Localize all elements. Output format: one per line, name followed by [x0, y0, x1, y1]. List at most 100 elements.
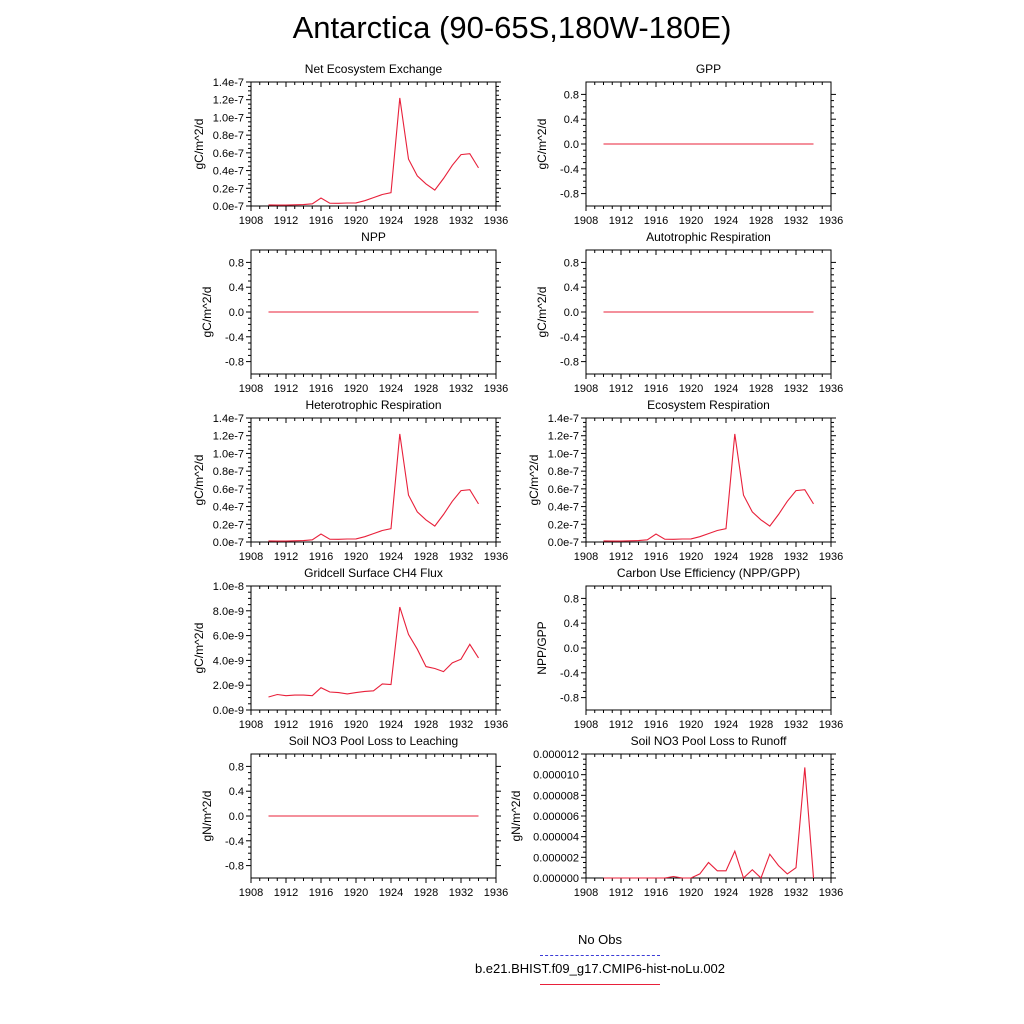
legend-obs-line — [540, 955, 660, 956]
x-tick-label: 1924 — [379, 887, 403, 899]
panel-title: Heterotrophic Respiration — [305, 398, 441, 412]
x-tick-label: 1928 — [749, 215, 773, 227]
y-axis-label: gC/m^2/d — [535, 287, 549, 338]
panel-10: 1908 1912 1916 1920 1924 1928 1932 1936 0.000000… — [509, 734, 843, 899]
x-tick-label: 1912 — [274, 551, 298, 563]
y-tick-label: -0.8 — [225, 357, 244, 369]
y-tick-label: 2.0e-9 — [213, 680, 244, 692]
x-tick-label: 1928 — [749, 551, 773, 563]
y-tick-label: 0.4 — [564, 618, 579, 630]
panel-4: 1908 1912 1916 1920 1924 1928 1932 1936 -0.8 -0.4… — [535, 230, 843, 395]
y-axis-label: gC/m^2/d — [200, 287, 214, 338]
y-tick-label: 0.000004 — [533, 832, 579, 844]
x-tick-label: 1924 — [379, 551, 403, 563]
x-tick-label: 1932 — [449, 215, 473, 227]
y-tick-label: 1.2e-7 — [213, 95, 244, 107]
series-line — [603, 433, 814, 542]
x-tick-label: 1932 — [449, 887, 473, 899]
x-tick-label: 1924 — [379, 215, 403, 227]
x-tick-label: 1912 — [609, 551, 633, 563]
y-tick-label: -0.8 — [560, 693, 579, 705]
y-tick-label: 0.0e-7 — [213, 201, 244, 213]
y-tick-label: 0.6e-7 — [548, 484, 579, 496]
y-tick-label: -0.4 — [560, 668, 579, 680]
y-axis-label: gC/m^2/d — [535, 119, 549, 170]
x-tick-label: 1936 — [819, 887, 843, 899]
series-line — [268, 606, 479, 698]
x-tick-label: 1912 — [274, 383, 298, 395]
x-tick-label: 1920 — [679, 383, 703, 395]
y-tick-label: 0.8e-7 — [213, 466, 244, 478]
y-tick-label: 0.8e-7 — [548, 466, 579, 478]
y-tick-label: 0.000010 — [533, 770, 579, 782]
y-tick-label: 0.000002 — [533, 852, 579, 864]
x-tick-label: 1932 — [449, 383, 473, 395]
y-tick-label: 0.0e-7 — [213, 537, 244, 549]
x-tick-label: 1912 — [274, 719, 298, 731]
x-tick-label: 1932 — [449, 719, 473, 731]
x-tick-label: 1936 — [484, 551, 508, 563]
plot-frame — [585, 753, 832, 879]
x-tick-label: 1928 — [414, 551, 438, 563]
series-line — [268, 433, 479, 542]
y-tick-label: 0.4 — [564, 114, 579, 126]
x-tick-label: 1924 — [714, 719, 738, 731]
x-tick-label: 1936 — [484, 215, 508, 227]
y-tick-label: 6.0e-9 — [213, 631, 244, 643]
x-tick-label: 1916 — [309, 719, 333, 731]
y-tick-label: 4.0e-9 — [213, 655, 244, 667]
y-tick-label: 0.000000 — [533, 873, 579, 885]
y-tick-label: 1.0e-8 — [213, 581, 244, 593]
y-tick-label: 0.000006 — [533, 811, 579, 823]
panel-title: GPP — [696, 62, 721, 76]
y-tick-label: 0.000008 — [533, 790, 579, 802]
y-tick-label: 0.4 — [564, 282, 579, 294]
x-tick-label: 1924 — [379, 383, 403, 395]
series-line — [603, 767, 815, 879]
y-tick-label: 0.0e-7 — [548, 537, 579, 549]
y-axis-label: gC/m^2/d — [192, 119, 206, 170]
x-tick-label: 1908 — [239, 719, 263, 731]
x-tick-label: 1924 — [714, 551, 738, 563]
y-tick-label: 0.6e-7 — [213, 148, 244, 160]
x-tick-label: 1916 — [309, 551, 333, 563]
x-tick-label: 1916 — [644, 887, 668, 899]
x-tick-label: 1908 — [574, 551, 598, 563]
y-tick-label: 0.8 — [229, 257, 244, 269]
panel-title: Gridcell Surface CH4 Flux — [304, 566, 443, 580]
x-tick-label: 1908 — [574, 383, 598, 395]
x-tick-label: 1928 — [749, 383, 773, 395]
y-tick-label: 1.2e-7 — [548, 431, 579, 443]
x-tick-label: 1928 — [414, 719, 438, 731]
x-tick-label: 1916 — [644, 383, 668, 395]
x-tick-label: 1916 — [644, 215, 668, 227]
x-tick-label: 1916 — [309, 383, 333, 395]
x-tick-label: 1912 — [274, 887, 298, 899]
legend-obs-label: No Obs — [577, 932, 623, 947]
y-tick-label: 0.4 — [229, 786, 244, 798]
x-tick-label: 1912 — [609, 887, 633, 899]
x-tick-label: 1908 — [239, 551, 263, 563]
y-tick-label: 0.2e-7 — [548, 519, 579, 531]
y-tick-label: 1.0e-7 — [213, 112, 244, 124]
x-tick-label: 1932 — [784, 551, 808, 563]
legend-run-label: b.e21.BHIST.f09_g17.CMIP6-hist-noLu.002 — [474, 961, 726, 976]
y-tick-label: 1.4e-7 — [213, 413, 244, 425]
x-tick-label: 1908 — [574, 215, 598, 227]
y-tick-label: 1.4e-7 — [213, 77, 244, 89]
panel-5: 1908 1912 1916 1920 1924 1928 1932 1936 0.0e-7 0.… — [192, 398, 508, 563]
panel-title: Soil NO3 Pool Loss to Runoff — [631, 734, 788, 748]
x-tick-label: 1932 — [784, 383, 808, 395]
y-tick-label: 0.8 — [564, 257, 579, 269]
y-tick-label: 0.0 — [564, 643, 579, 655]
page-title: Antarctica (90-65S,180W-180E) — [292, 10, 732, 45]
x-tick-label: 1924 — [714, 383, 738, 395]
x-tick-label: 1912 — [609, 215, 633, 227]
y-tick-label: 1.0e-7 — [548, 448, 579, 460]
y-axis-label: NPP/GPP — [535, 621, 549, 674]
y-tick-label: -0.4 — [225, 332, 244, 344]
panel-title: Net Ecosystem Exchange — [305, 62, 443, 76]
y-tick-label: 0.0 — [229, 811, 244, 823]
panel-title: Autotrophic Respiration — [646, 230, 771, 244]
